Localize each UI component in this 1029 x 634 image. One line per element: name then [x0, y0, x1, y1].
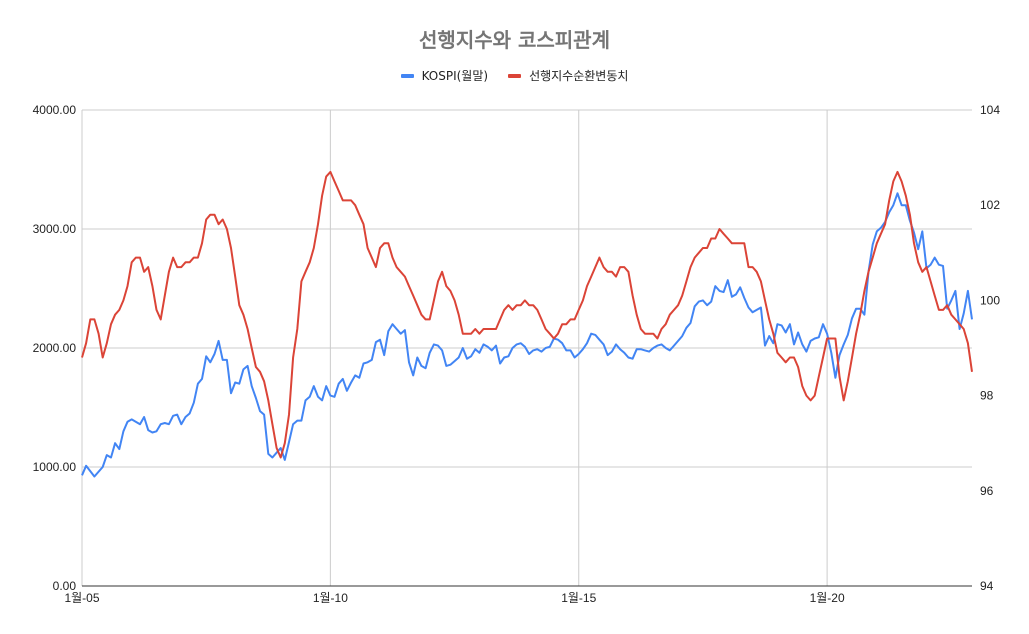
y-right-tick-label: 104 [980, 103, 1000, 117]
x-tick-label: 1월-15 [561, 591, 596, 605]
gridlines [81, 109, 972, 587]
y-left-tick-label: 1000.00 [33, 460, 77, 474]
y-axis-right: 94 96 98 100 102 104 [980, 103, 1000, 593]
series-lines [81, 170, 973, 478]
legend-label-kospi: KOSPI(월말) [421, 69, 489, 83]
x-axis: 1월-05 1월-10 1월-15 1월-20 [64, 591, 845, 605]
y-left-tick-label: 3000.00 [33, 222, 77, 236]
x-tick-label: 1월-10 [313, 591, 348, 605]
x-tick-label: 1월-20 [810, 591, 845, 605]
legend-swatch-leading-index [508, 73, 522, 78]
y-right-tick-label: 98 [980, 389, 994, 403]
y-right-tick-label: 100 [980, 293, 1000, 307]
y-right-tick-label: 94 [980, 579, 994, 593]
series-line-kospi[interactable] [81, 192, 973, 478]
y-right-tick-label: 102 [980, 198, 1000, 212]
series-line-leading-index[interactable] [81, 170, 973, 459]
x-tick-label: 1월-05 [64, 591, 99, 605]
legend: KOSPI(월말) 선행지수순환변동치 [0, 67, 1029, 84]
y-left-tick-label: 4000.00 [33, 103, 77, 117]
chart-title: 선행지수와 코스피관계 [419, 28, 610, 52]
y-right-tick-label: 96 [980, 484, 994, 498]
y-left-tick-label: 2000.00 [33, 341, 77, 355]
legend-label-leading-index: 선행지수순환변동치 [529, 69, 629, 83]
legend-item-leading-index[interactable]: 선행지수순환변동치 [508, 67, 628, 84]
y-left-tick-label: 0.00 [53, 579, 77, 593]
legend-item-kospi[interactable]: KOSPI(월말) [400, 67, 489, 84]
y-axis-left: 0.00 1000.00 2000.00 3000.00 4000.00 [33, 103, 77, 593]
legend-swatch-kospi [400, 73, 414, 78]
